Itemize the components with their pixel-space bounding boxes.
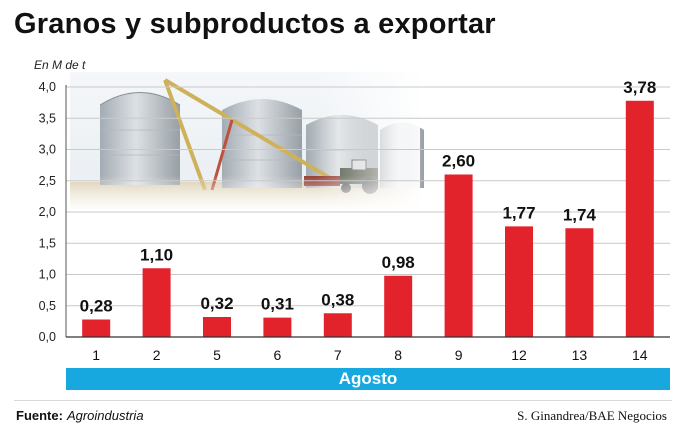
bar-value-label: 0,28 [80, 297, 113, 316]
bar-value-label: 0,38 [321, 290, 354, 309]
x-tick-label: 5 [213, 347, 221, 363]
bar [384, 275, 413, 337]
x-tick-label: 12 [511, 347, 527, 363]
bar-value-label: 0,32 [200, 294, 233, 313]
x-tick-label: 9 [455, 347, 463, 363]
y-axis-unit-label: En M de t [34, 58, 86, 72]
x-tick-label: 6 [274, 347, 282, 363]
bar-value-label: 1,77 [502, 203, 535, 222]
y-tick-label: 4,0 [39, 80, 56, 94]
bar [263, 317, 292, 337]
y-tick-label: 1,5 [39, 236, 56, 250]
y-tick-label: 3,0 [39, 143, 56, 157]
bar [142, 268, 171, 337]
source-note: Fuente: Agroindustria [16, 408, 144, 423]
bars-group: 0,28 1,10 0,32 0,31 0,38 0,98 2,60 1,77 1,74 3,78 [80, 78, 656, 337]
bar-value-label: 0,98 [382, 253, 415, 272]
source-label: Fuente: [16, 408, 63, 423]
bar [565, 228, 594, 337]
x-tick-label: 13 [572, 347, 588, 363]
source-value: Agroindustria [66, 408, 144, 423]
y-tick-label: 0,0 [39, 330, 56, 344]
bar [505, 226, 533, 337]
bar-value-label: 1,10 [140, 245, 173, 264]
bar [323, 313, 352, 337]
bar [203, 317, 231, 337]
footer-divider [14, 400, 672, 401]
bar [82, 319, 111, 337]
bar-value-label: 0,31 [261, 295, 294, 314]
x-tick-label: 7 [334, 347, 342, 363]
bar [625, 100, 654, 337]
chart-title: Granos y subproductos a exportar [14, 8, 496, 40]
month-band: Agosto [66, 368, 670, 390]
bar-value-label: 3,78 [623, 78, 656, 97]
y-tick-label: 1,0 [39, 268, 56, 282]
y-axis: 0,0 0,5 1,0 1,5 2,0 2,5 3,0 3,5 4,0 [39, 80, 67, 344]
bar [444, 174, 473, 337]
x-axis: 1 2 5 6 7 8 9 12 13 14 [66, 336, 670, 363]
y-tick-label: 2,5 [39, 174, 56, 188]
y-tick-label: 3,5 [39, 111, 56, 125]
bar-value-label: 2,60 [442, 152, 475, 171]
x-tick-label: 2 [153, 347, 161, 363]
y-tick-label: 2,0 [39, 205, 56, 219]
x-tick-label: 14 [632, 347, 648, 363]
y-tick-label: 0,5 [39, 299, 56, 313]
x-tick-label: 8 [394, 347, 402, 363]
silos-background-illustration [70, 72, 424, 210]
credit-note: S. Ginandrea/BAE Negocios [517, 408, 667, 423]
bar-value-label: 1,74 [563, 205, 597, 224]
x-tick-label: 1 [92, 347, 100, 363]
